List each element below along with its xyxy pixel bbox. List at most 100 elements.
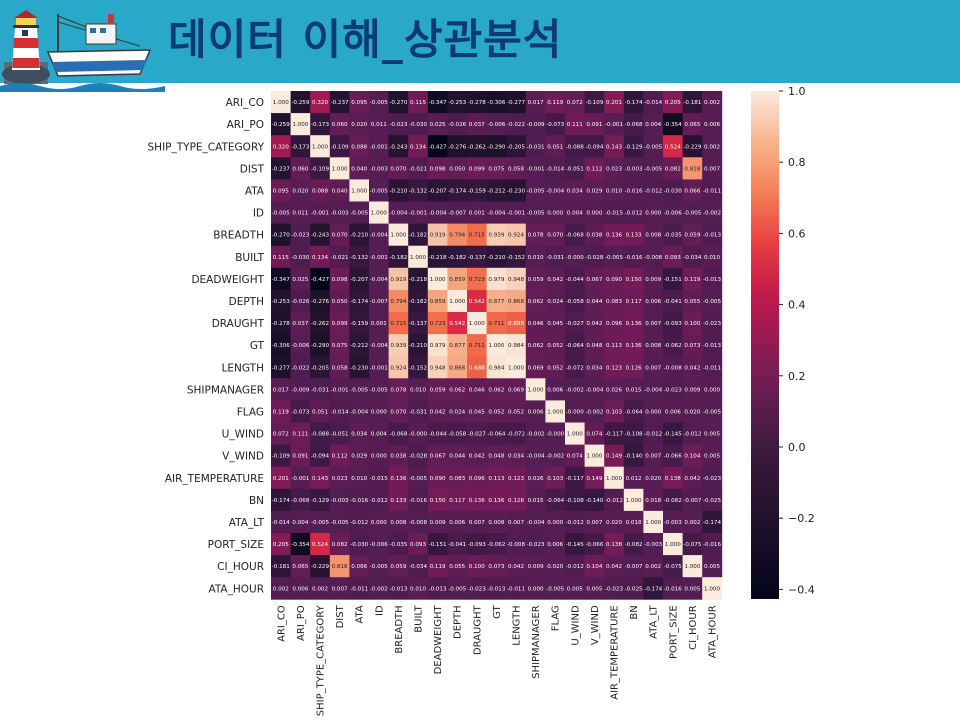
heatmap-cell — [427, 378, 448, 401]
column-label: GT — [492, 604, 503, 618]
heatmap-cell-value: -0.004 — [546, 188, 564, 194]
heatmap-cell — [329, 533, 350, 556]
colorbar-tick-label: −0.4 — [788, 583, 815, 596]
heatmap-cell — [565, 245, 585, 269]
heatmap-cell-value: -0.025 — [703, 498, 721, 504]
heatmap-cell — [290, 555, 311, 578]
heatmap-cell-value: 0.042 — [606, 564, 622, 570]
heatmap-cell — [329, 356, 350, 379]
heatmap-cell-value: -0.026 — [291, 299, 309, 305]
heatmap-cell — [525, 223, 546, 247]
column-label: AIR_TEMPERATURE — [610, 605, 621, 699]
heatmap-cell-value: -0.207 — [350, 277, 368, 283]
heatmap-cell — [506, 267, 527, 291]
heatmap-cell-value: -0.011 — [507, 586, 525, 592]
column-label: SHIPMANAGER — [531, 605, 542, 679]
heatmap-cell — [663, 267, 683, 291]
heatmap-cell-value: 1.000 — [332, 166, 348, 172]
heatmap-cell-value: 0.000 — [528, 586, 544, 592]
heatmap-cell-value: 0.138 — [665, 476, 681, 482]
heatmap-cell-value: 0.126 — [626, 365, 642, 371]
heatmap-cell-value: -0.026 — [448, 122, 466, 128]
heatmap-cell — [408, 245, 429, 269]
heatmap-cell-value: 0.055 — [449, 564, 465, 570]
heatmap-cell-value: -0.030 — [664, 188, 682, 194]
heatmap-cell — [643, 422, 664, 445]
heatmap-cell-value: -0.035 — [389, 542, 407, 548]
heatmap-cell — [349, 378, 370, 401]
heatmap-cell — [663, 113, 683, 136]
heatmap-cell — [663, 510, 683, 534]
heatmap-cell — [447, 444, 468, 468]
heatmap-cell — [290, 510, 311, 534]
heatmap-cell — [388, 334, 409, 357]
heatmap-cell-value: 0.001 — [371, 321, 387, 327]
heatmap-cell — [565, 466, 585, 490]
heatmap-cell-value: 0.877 — [488, 299, 504, 305]
heatmap-cell-value: -0.210 — [350, 233, 368, 239]
heatmap-cell — [604, 135, 625, 158]
heatmap-cell-value: -0.001 — [331, 387, 349, 393]
heatmap-cell — [349, 422, 370, 445]
heatmap-cell — [467, 113, 487, 136]
heatmap-cell-value: -0.003 — [644, 542, 662, 548]
heatmap-cell — [506, 135, 527, 158]
heatmap-cell-value: 0.052 — [547, 365, 563, 371]
heatmap-cell — [643, 466, 664, 490]
heatmap-cell-value: 0.006 — [665, 409, 681, 415]
heatmap-cell — [369, 201, 389, 224]
row-label: V_WIND — [222, 451, 264, 463]
heatmap-cell-value: -0.109 — [272, 454, 290, 460]
heatmap-cell — [427, 400, 448, 423]
heatmap-cell-value: -0.027 — [566, 321, 584, 327]
heatmap-cell-value: -0.073 — [291, 409, 309, 415]
heatmap-cell — [408, 201, 429, 224]
heatmap-cell — [623, 356, 644, 379]
heatmap-cell — [467, 422, 487, 445]
heatmap-cell-value: -0.005 — [331, 520, 349, 526]
row-label: ATA_LT — [229, 517, 265, 529]
heatmap-cell-value: 0.098 — [332, 277, 348, 283]
heatmap-cell-value: -0.013 — [487, 586, 505, 592]
heatmap-cell — [329, 135, 350, 158]
heatmap-cell-value: -0.075 — [683, 542, 701, 548]
heatmap-cell — [349, 179, 370, 202]
heatmap-cell — [310, 400, 331, 423]
heatmap-cell-value: 1.000 — [645, 520, 661, 526]
heatmap-cell-value: 0.004 — [567, 211, 583, 217]
heatmap-cell — [702, 312, 723, 335]
heatmap-cell — [290, 179, 311, 202]
heatmap-cell-value: 0.072 — [273, 432, 289, 438]
heatmap-cell-value: -0.008 — [409, 520, 427, 526]
heatmap-cell-value: -0.021 — [331, 255, 349, 261]
heatmap-cell-value: 0.117 — [626, 299, 642, 305]
heatmap-cell — [702, 245, 723, 269]
heatmap-cell — [506, 378, 527, 401]
heatmap-cell-value: 0.020 — [292, 188, 308, 194]
column-label: PORT_SIZE — [668, 605, 679, 659]
heatmap-cell — [310, 267, 331, 291]
heatmap-cell — [290, 289, 311, 313]
heatmap-cell-value: 0.020 — [645, 476, 661, 482]
heatmap-cell — [310, 555, 331, 578]
heatmap-cell — [702, 157, 723, 180]
heatmap-cell — [702, 378, 723, 401]
heatmap-cell-value: 0.093 — [665, 255, 681, 261]
heatmap-cell-value: -0.002 — [527, 432, 545, 438]
heatmap-cell — [623, 400, 644, 423]
heatmap-cell — [369, 135, 389, 158]
heatmap-cell-value: 0.100 — [469, 564, 485, 570]
heatmap-cell — [349, 135, 370, 158]
heatmap-cell-value: 0.074 — [586, 432, 602, 438]
heatmap-cell-value: -0.151 — [664, 277, 682, 283]
heatmap-cell-value: -0.427 — [429, 144, 447, 150]
heatmap-cell-value: -0.182 — [389, 255, 407, 261]
heatmap-cell-value: 0.044 — [586, 299, 602, 305]
heatmap-cell — [565, 422, 585, 445]
heatmap-cell-value: 0.007 — [645, 454, 661, 460]
heatmap-cell-value: 0.010 — [351, 476, 367, 482]
heatmap-cell-value: 0.034 — [586, 365, 602, 371]
heatmap-cell-value: 0.984 — [488, 365, 504, 371]
heatmap-cell-value: 0.017 — [528, 100, 544, 106]
heatmap-cell — [427, 267, 448, 291]
